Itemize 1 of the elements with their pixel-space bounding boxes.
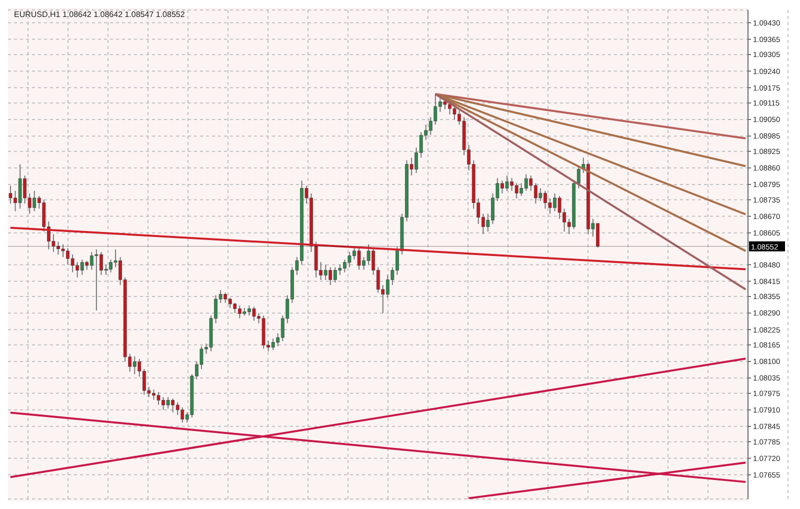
chart-title: EURUSD,H1 1.08642 1.08642 1.08547 1.08552 [14,10,185,19]
